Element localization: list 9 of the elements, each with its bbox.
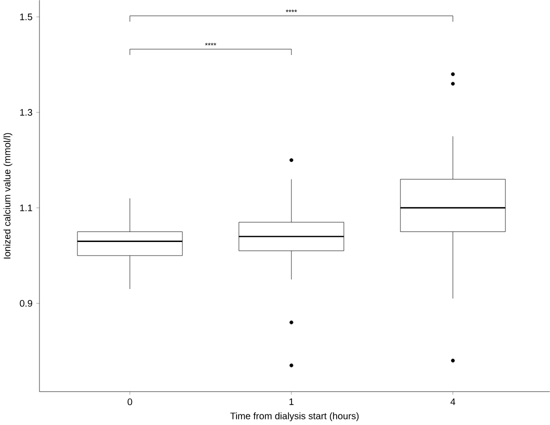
y-tick-label: 1.3 <box>20 109 32 116</box>
y-tick-label: 0.9 <box>20 300 32 307</box>
x-axis-title: Time from dialysis start (hours) <box>230 412 359 422</box>
y-tick-label: 1.5 <box>20 14 32 20</box>
x-tick-label: 1 <box>289 398 294 406</box>
x-tick-label: 4 <box>450 398 456 406</box>
y-axis-title: Ionized calcium value (mmol/l) <box>3 133 12 259</box>
x-tick-label: 0 <box>128 398 132 406</box>
y-tick-label: 1.1 <box>20 204 32 212</box>
